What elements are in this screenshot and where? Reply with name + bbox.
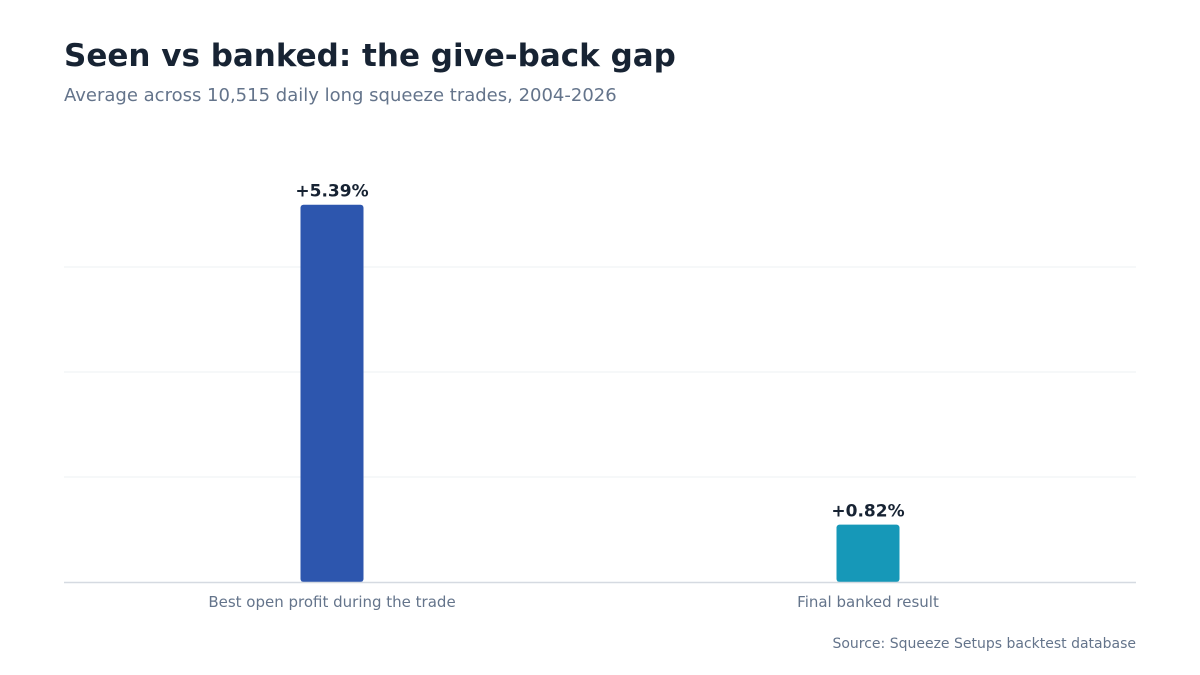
chart-subtitle: Average across 10,515 daily long squeeze… <box>64 85 617 106</box>
category-label-1: Best open profit during the trade <box>208 593 455 611</box>
labels: +5.39% Best open profit during the trade +… <box>208 182 939 611</box>
bar-value-label-1: +5.39% <box>295 182 368 202</box>
gridlines <box>64 266 1136 478</box>
chart-title: Seen vs banked: the give-back gap <box>64 38 676 74</box>
source-note: Source: Squeeze Setups backtest database <box>832 636 1136 652</box>
bar-value-label-2: +0.82% <box>831 502 904 522</box>
bar-1 <box>300 204 364 582</box>
bar-2 <box>836 524 900 582</box>
bars <box>300 204 900 582</box>
category-label-2: Final banked result <box>797 593 939 611</box>
